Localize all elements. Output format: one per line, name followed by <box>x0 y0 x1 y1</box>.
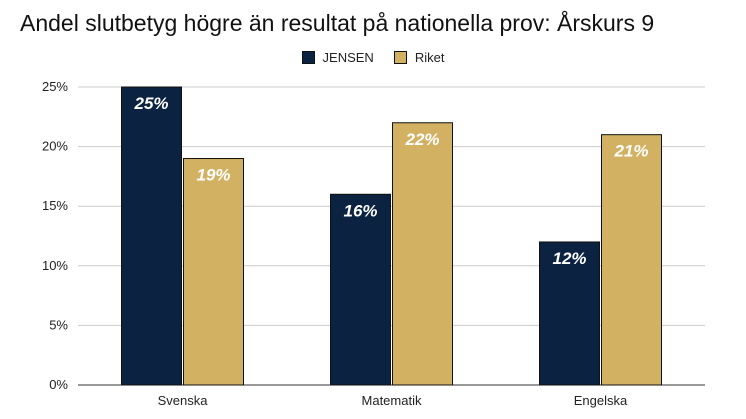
legend-swatch-jensen <box>301 51 315 64</box>
y-tick-label: 20% <box>42 139 68 154</box>
legend-label-riket: Riket <box>414 50 445 65</box>
category-label: Engelska <box>574 393 628 408</box>
bar-jensen-svenska <box>121 86 182 386</box>
y-tick-label: 5% <box>49 317 68 332</box>
y-tick-label: 15% <box>42 198 68 213</box>
bar-riket-engelska <box>601 134 662 386</box>
bar-riket-svenska <box>183 158 244 386</box>
legend: JENSEN Riket <box>0 50 746 65</box>
data-label: 21% <box>613 142 648 161</box>
category-label: Svenska <box>158 393 209 408</box>
bar-riket-matematik <box>392 122 453 386</box>
data-label: 19% <box>196 166 230 185</box>
data-label: 25% <box>133 94 168 113</box>
data-label: 12% <box>552 249 586 268</box>
y-tick-label: 10% <box>42 258 68 273</box>
legend-swatch-riket <box>393 51 407 64</box>
y-tick-label: 0% <box>49 377 68 392</box>
bar-jensen-matematik <box>330 193 391 386</box>
legend-item-jensen: JENSEN <box>301 50 374 65</box>
category-label: Matematik <box>362 393 422 408</box>
legend-item-riket: Riket <box>393 50 445 65</box>
data-label: 16% <box>343 201 377 220</box>
y-tick-label: 25% <box>42 79 68 94</box>
legend-label-jensen: JENSEN <box>322 50 374 65</box>
data-label: 22% <box>404 130 439 149</box>
chart-title: Andel slutbetyg högre än resultat på nat… <box>20 10 655 36</box>
bar-jensen-engelska <box>539 241 600 386</box>
